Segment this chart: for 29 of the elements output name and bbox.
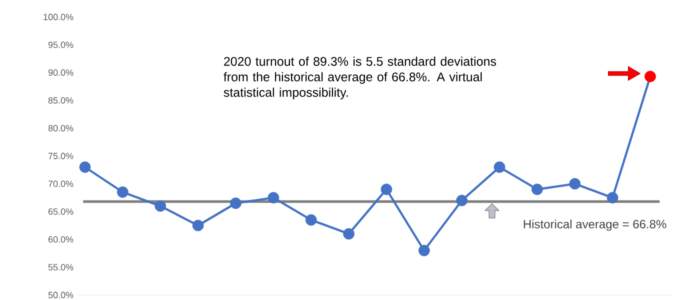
- point: [418, 244, 430, 256]
- point: [154, 200, 166, 212]
- y-tick-label: 100.0%: [44, 14, 74, 20]
- point: [380, 184, 392, 196]
- point: [569, 178, 581, 190]
- annotation: 2020 turnout of 89.3% is 5.5 standard deviations from the historical average of 66.8%. A virtual statistical impossibility.: [224, 56, 496, 100]
- y-tick-label: 75.0%: [48, 152, 74, 160]
- y-tick-label: 80.0%: [48, 125, 74, 132]
- ref-line-label: Historical average = 66.8%: [524, 220, 666, 231]
- point: [305, 214, 317, 226]
- y-tick-label: 85.0%: [48, 97, 74, 104]
- point: [192, 220, 204, 232]
- point: [531, 184, 543, 196]
- y-tick-label: 90.0%: [48, 69, 74, 76]
- y-tick-label: 55.0%: [48, 264, 74, 270]
- point: [644, 70, 656, 82]
- y-tick-label: 95.0%: [48, 42, 74, 48]
- point: [606, 192, 618, 204]
- y-tick-label: 65.0%: [48, 208, 74, 215]
- point: [456, 194, 468, 206]
- y-tick-label: 60.0%: [48, 236, 74, 243]
- point: [494, 161, 506, 173]
- point: [116, 186, 128, 198]
- y-tick-label: 50.0%: [48, 292, 74, 298]
- point: [268, 192, 280, 204]
- point: [230, 198, 242, 209]
- point: [79, 161, 91, 173]
- point: [343, 228, 354, 240]
- y-tick-label: 70.0%: [48, 180, 74, 187]
